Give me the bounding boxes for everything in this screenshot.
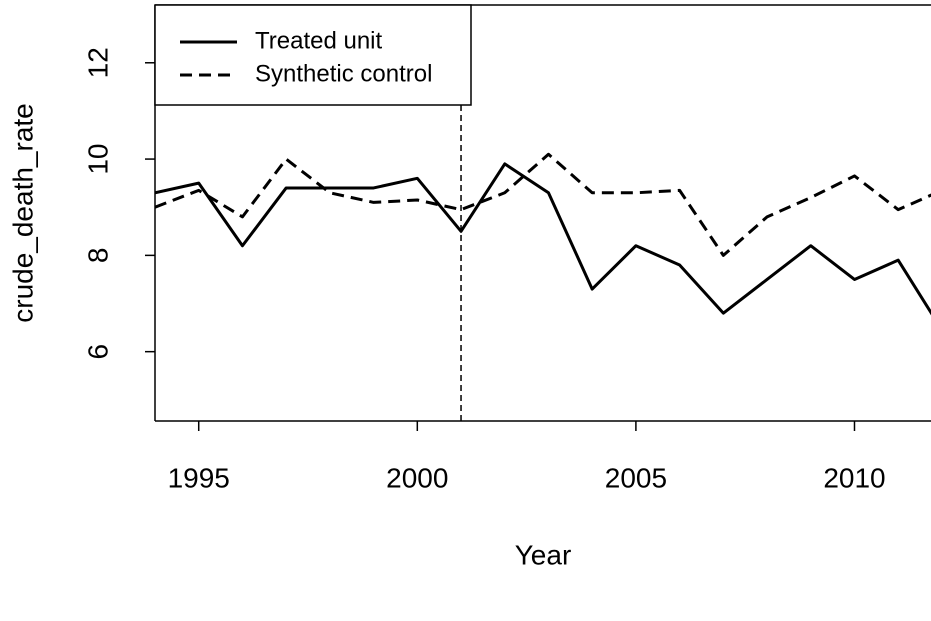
y-tick-label: 6 bbox=[82, 344, 113, 360]
x-tick-label: 2000 bbox=[386, 462, 448, 493]
y-tick-label: 8 bbox=[82, 248, 113, 264]
legend-box bbox=[154, 4, 472, 106]
series-line bbox=[155, 152, 931, 257]
y-axis-title: crude_death_rate bbox=[7, 103, 38, 323]
legend-label: Treated unit bbox=[255, 27, 383, 54]
x-tick-label: 2010 bbox=[823, 462, 885, 493]
legend-label: Synthetic control bbox=[255, 60, 432, 87]
x-axis-title: Year bbox=[515, 539, 572, 570]
x-tick-label: 1995 bbox=[168, 462, 230, 493]
y-tick-label: 10 bbox=[82, 143, 113, 174]
y-tick-label: 12 bbox=[82, 47, 113, 78]
x-tick-label: 2005 bbox=[605, 462, 667, 493]
series-line bbox=[155, 162, 931, 316]
plot-area bbox=[155, 152, 931, 316]
